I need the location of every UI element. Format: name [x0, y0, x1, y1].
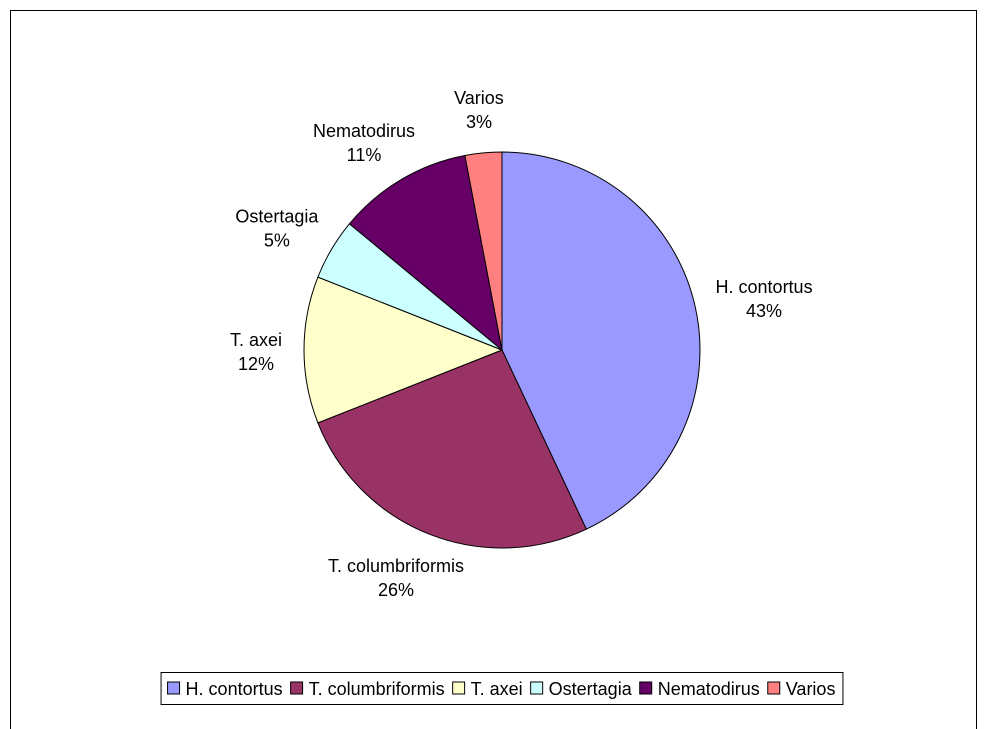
data-label: T. axei 12%: [230, 330, 282, 374]
label-value: 11%: [347, 145, 382, 165]
pie-slice: [501, 151, 701, 530]
label-name: H. contortus: [716, 277, 813, 297]
legend-label: H. contortus: [186, 679, 283, 699]
label-value: 3%: [466, 112, 492, 132]
pie-slice: [303, 276, 504, 424]
chart-frame: [10, 10, 977, 729]
label-value: 26%: [378, 580, 414, 600]
label-name: T. columbriformis: [328, 556, 464, 576]
legend-swatch: [530, 681, 544, 695]
label-value: 12%: [238, 354, 274, 374]
label-name: Nematodirus: [313, 121, 415, 141]
label-value: 5%: [264, 230, 290, 250]
legend: H. contortus T. columbriformis T. axei Oste…: [160, 672, 844, 705]
legend-swatch: [452, 681, 466, 695]
label-name: T. axei: [230, 330, 282, 350]
label-name: Ostertagia: [235, 206, 319, 226]
legend-swatch: [767, 681, 781, 695]
pie-slice: [464, 151, 503, 351]
pie-slice: [317, 349, 587, 549]
legend-label: Ostertagia: [549, 679, 633, 699]
pie-slice: [348, 154, 503, 352]
legend-box: [160, 672, 844, 705]
data-label: Varios 3%: [454, 88, 504, 132]
data-label: H. contortus 43%: [716, 277, 813, 321]
label-name: Varios: [454, 88, 504, 108]
data-label: T. columbriformis 26%: [328, 556, 464, 600]
data-label: Ostertagia 5%: [235, 206, 319, 250]
label-value: 43%: [746, 301, 782, 321]
legend-label: Nematodirus: [658, 679, 760, 699]
legend-swatch: [167, 681, 181, 695]
legend-swatch: [290, 681, 304, 695]
data-label: Nematodirus 11%: [313, 121, 415, 165]
legend-label: T. columbriformis: [309, 679, 445, 699]
legend-swatch: [639, 681, 653, 695]
legend-label: Varios: [786, 679, 836, 699]
legend-label: T. axei: [471, 679, 523, 699]
